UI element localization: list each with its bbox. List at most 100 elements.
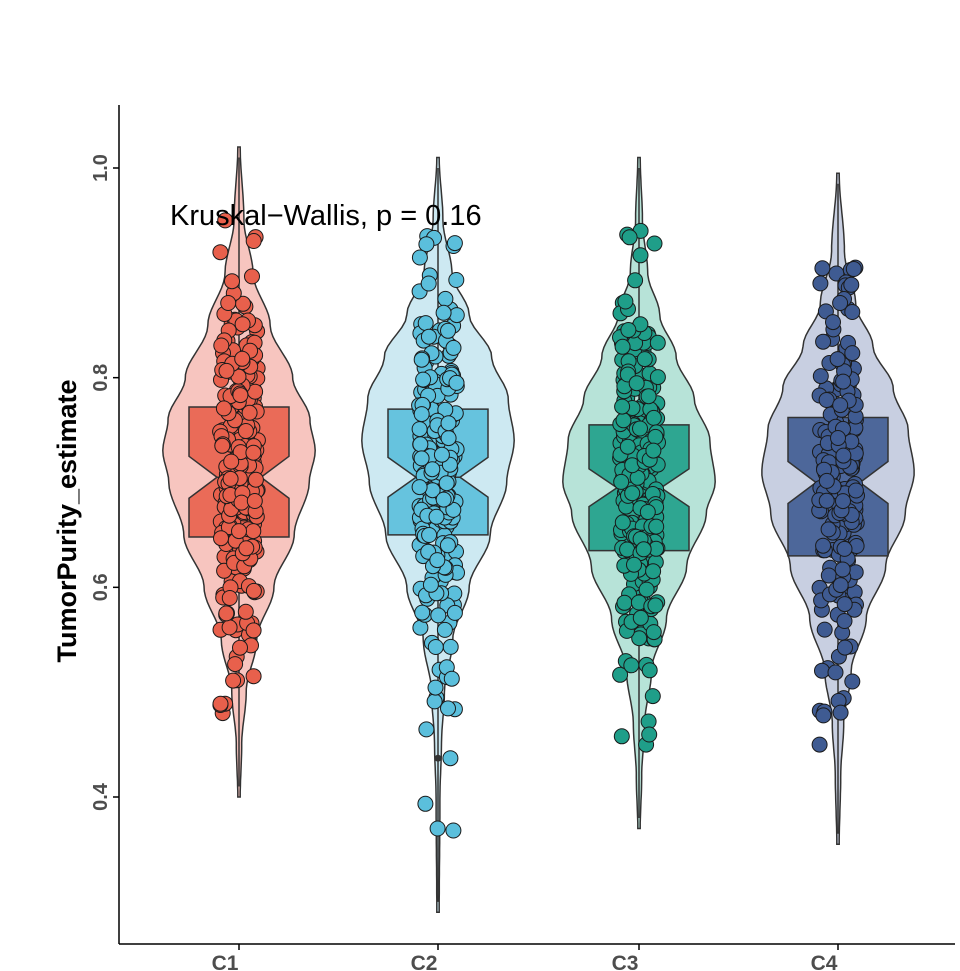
data-point	[440, 700, 456, 717]
data-point	[632, 247, 649, 264]
data-point	[232, 387, 249, 404]
data-point	[614, 398, 631, 415]
data-point	[815, 537, 832, 554]
data-point	[832, 397, 849, 414]
data-point	[613, 473, 630, 490]
data-point	[645, 624, 662, 641]
data-point	[218, 605, 235, 622]
data-point	[231, 523, 247, 540]
data-point	[645, 442, 662, 459]
data-point	[835, 493, 851, 510]
data-point	[827, 664, 844, 681]
data-point	[639, 504, 656, 520]
data-point	[820, 521, 837, 538]
data-point	[212, 695, 229, 712]
data-point	[448, 374, 465, 391]
data-point	[214, 437, 231, 454]
y-tick-label: 1.0	[90, 154, 112, 182]
violin-group-c4	[761, 172, 915, 845]
data-point	[413, 450, 430, 467]
data-point	[221, 619, 238, 636]
data-point	[430, 607, 447, 624]
data-point	[442, 638, 459, 655]
data-point	[636, 351, 653, 368]
data-point	[812, 275, 829, 292]
data-point	[617, 293, 634, 310]
data-point	[215, 400, 232, 417]
data-point	[245, 444, 262, 461]
data-point	[647, 597, 664, 614]
data-point	[217, 212, 234, 229]
data-point	[223, 453, 240, 470]
data-point	[646, 235, 663, 252]
x-tick-label: C1	[212, 952, 239, 971]
data-point	[844, 673, 861, 690]
data-point	[429, 552, 446, 569]
data-point	[232, 639, 248, 656]
data-point	[446, 604, 463, 621]
data-point	[244, 268, 260, 285]
data-point	[426, 693, 443, 710]
data-point	[245, 622, 262, 639]
data-point	[218, 362, 235, 379]
data-point	[818, 392, 835, 408]
data-point	[213, 337, 230, 354]
data-point	[834, 561, 851, 578]
data-point	[644, 688, 661, 705]
data-point	[445, 501, 462, 518]
data-point	[620, 322, 637, 338]
data-point	[440, 430, 457, 447]
data-point	[845, 261, 862, 277]
data-point	[837, 639, 853, 656]
data-point	[420, 328, 437, 345]
data-point	[818, 472, 835, 489]
x-tick-label: C3	[612, 952, 639, 971]
data-point	[220, 295, 237, 311]
data-point	[234, 350, 251, 367]
data-point	[619, 541, 636, 558]
data-point	[418, 721, 435, 738]
data-point	[245, 233, 262, 249]
data-point	[647, 428, 664, 445]
data-point	[815, 333, 832, 350]
data-point	[427, 679, 444, 696]
data-point	[443, 670, 460, 687]
data-point	[213, 530, 229, 547]
data-point	[835, 373, 852, 390]
data-point	[439, 537, 456, 554]
outlier-dot	[434, 754, 442, 762]
data-point	[414, 604, 431, 621]
data-point	[237, 603, 254, 620]
data-point	[844, 345, 861, 362]
data-point	[635, 541, 652, 558]
data-point	[640, 388, 657, 405]
data-point	[645, 409, 662, 426]
data-point	[641, 662, 658, 679]
data-point	[615, 412, 632, 429]
data-point	[438, 475, 455, 492]
data-point	[417, 315, 434, 332]
data-point	[818, 492, 835, 509]
data-point	[832, 704, 849, 721]
data-point	[227, 656, 244, 673]
data-point	[835, 447, 852, 464]
data-point	[245, 523, 262, 540]
violin-group-c3	[562, 156, 716, 830]
y-tick-label: 0.4	[90, 782, 112, 811]
data-point	[411, 249, 428, 266]
data-point	[645, 563, 662, 580]
data-point	[234, 316, 251, 333]
data-point	[832, 577, 849, 594]
data-point	[844, 304, 861, 320]
data-point	[836, 613, 853, 629]
data-point	[446, 235, 463, 252]
data-point	[621, 229, 638, 246]
data-point	[649, 369, 666, 386]
x-tick-label: C4	[811, 952, 838, 971]
data-point	[238, 540, 255, 557]
data-point	[437, 290, 454, 307]
data-point	[614, 338, 631, 355]
data-point	[421, 527, 438, 543]
data-point	[237, 423, 254, 439]
